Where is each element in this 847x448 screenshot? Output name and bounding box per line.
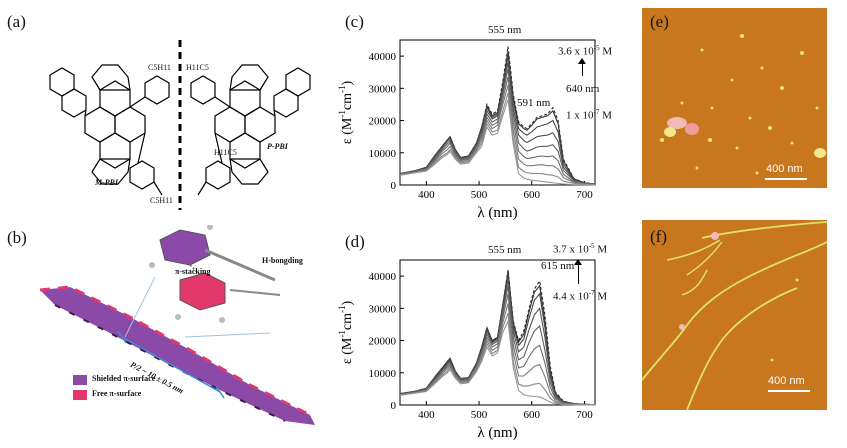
panel-d-label: (d): [345, 232, 365, 251]
spectrum-series-8: [399, 312, 596, 406]
x-tick-label: 600: [524, 189, 541, 201]
panel-a-structures: [49, 40, 311, 210]
spectrum-series-7: [399, 303, 596, 406]
arrow-head-d: [574, 259, 582, 265]
spectrum-series-5: [399, 285, 596, 406]
substituent-label-right-top: H11C5: [186, 63, 209, 72]
afm-features-e: [660, 34, 826, 175]
plot-frame: [399, 39, 596, 186]
concentration-arrow-d: [578, 264, 579, 284]
panel-f-label: (f): [650, 227, 667, 246]
legend-free-swatch: [73, 390, 87, 400]
scale-label-e: 400 nm: [766, 163, 803, 175]
y-axis-label: ε (M-1cm-1): [337, 301, 355, 365]
spectrum-series-6: [399, 76, 596, 185]
arrow-head-c: [578, 58, 586, 64]
p-pbi-molecule: [190, 64, 311, 196]
annotation-640-c: 640 nm: [566, 83, 600, 95]
afm-fibers-f: [642, 221, 827, 410]
m-pbi-molecule: [49, 64, 170, 196]
x-axis-label: λ (nm): [477, 205, 517, 221]
afm-image-f: [642, 220, 827, 410]
y-tick-label: 10000: [369, 368, 397, 380]
x-tick-label: 400: [418, 409, 435, 421]
plot-frame: [399, 259, 596, 406]
concentration-low-c: 1 x 10-7 M: [566, 108, 612, 122]
scale-label-f: 400 nm: [768, 375, 805, 387]
panel-b-label: (b): [7, 228, 27, 247]
concentration-low-d: 4.4 x 10-7 M: [553, 289, 608, 303]
concentration-arrow-c: [582, 62, 583, 76]
m-pbi-label: M-PBI: [95, 178, 119, 187]
substituent-label-right-bottom: H11C5: [214, 148, 237, 157]
x-axis-label: λ (nm): [477, 425, 517, 441]
annotation-615-d: 615 nm: [541, 260, 575, 272]
annotation-555-d: 555 nm: [488, 244, 522, 256]
y-tick-label: 20000: [369, 116, 397, 128]
y-axis-label: ε (M-1cm-1): [337, 81, 355, 145]
panel-e-label: (e): [650, 12, 669, 31]
spectrum-series-5: [399, 68, 596, 185]
legend-shielded-swatch: [73, 375, 87, 385]
spectrum-series-8: [399, 93, 596, 186]
y-tick-label: 30000: [369, 303, 397, 315]
pi-stacking-label: π-stacking: [175, 267, 211, 276]
y-tick-label: 20000: [369, 336, 397, 348]
x-tick-label: 500: [471, 409, 488, 421]
afm-image-e: [642, 8, 827, 188]
pi-stack-inset: [149, 225, 281, 323]
spectrum-chart-d: 400 500 600 700 0 10000 20000 30000 40000 λ (nm) ε…: [337, 259, 596, 441]
zoom-line-right: [184, 332, 271, 338]
x-tick-label: 700: [576, 189, 593, 201]
spectrum-chart-c: 400 500 600 700 0 10000 20000 30000 40000 λ (nm) ε…: [337, 39, 596, 221]
y-tick-label: 40000: [369, 51, 397, 63]
substituent-label-left-bottom: C5H11: [150, 196, 173, 205]
pitch-bracket: [121, 336, 221, 393]
x-tick-label: 600: [524, 409, 541, 421]
x-tick-label: 400: [418, 189, 435, 201]
concentration-high-c: 3.6 x 10-5 M: [558, 44, 613, 58]
scale-bar-e: [765, 178, 807, 180]
panel-b-helix-illustration: [40, 225, 315, 425]
x-tick-label: 500: [471, 189, 488, 201]
x-tick-label: 700: [576, 409, 593, 421]
helix-ribbon: [40, 285, 315, 425]
concentration-high-d: 3.7 x 10-5 M: [553, 242, 608, 256]
zoom-line-left: [124, 276, 156, 338]
legend-free-label: Free π-surface: [92, 389, 142, 398]
annotation-555-c: 555 nm: [488, 24, 522, 36]
panel-c-label: (c): [345, 12, 364, 31]
y-tick-label: 30000: [369, 83, 397, 95]
annotation-591-c: 591 nm: [517, 97, 551, 109]
spectrum-series-4: [399, 62, 596, 185]
spectrum-series-3: [399, 56, 596, 185]
substituent-label-left-top: C5H11: [148, 63, 171, 72]
spectrum-series-6: [399, 293, 596, 406]
y-tick-label: 10000: [369, 148, 397, 160]
spectrum-series-9: [399, 99, 596, 186]
spectrum-series-7: [399, 84, 596, 185]
y-tick-label: 40000: [369, 271, 397, 283]
p-pbi-label: P-PBI: [267, 142, 288, 151]
panel-a-label: (a): [7, 12, 26, 31]
spectrum-series-9: [399, 319, 596, 406]
h-bonding-label: H-bongding: [262, 256, 303, 265]
y-tick-label: 0: [391, 180, 397, 192]
scale-bar-f: [768, 390, 810, 392]
legend-shielded-label: Shielded π-surface: [92, 374, 156, 383]
y-tick-label: 0: [391, 400, 397, 412]
